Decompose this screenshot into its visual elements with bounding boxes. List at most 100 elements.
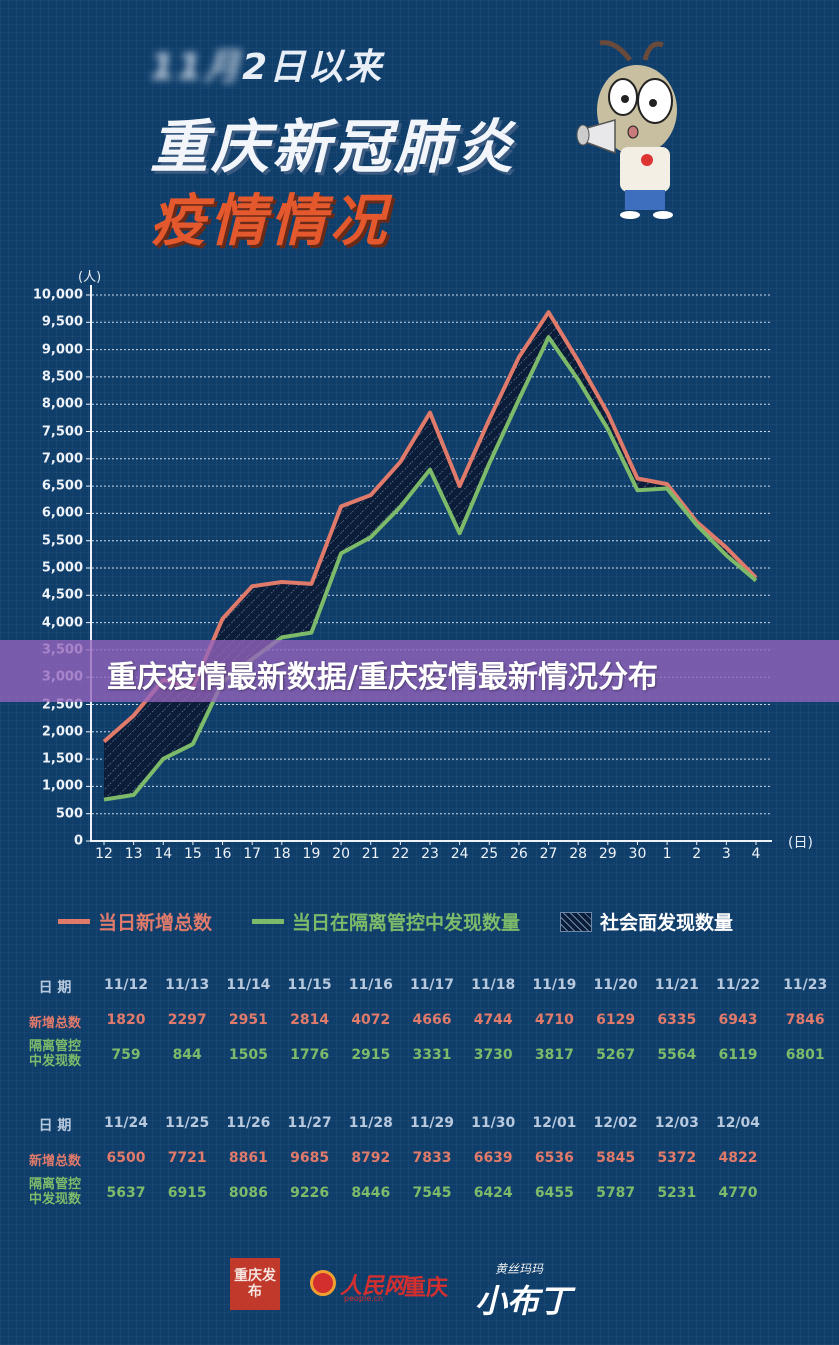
date-cell: 11/16 bbox=[348, 977, 393, 993]
people-daily-logo-icon bbox=[310, 1270, 336, 1296]
x-tick-label: 23 bbox=[421, 846, 439, 862]
x-tick-label: 17 bbox=[243, 846, 262, 862]
y-tick-label: 2,000 bbox=[41, 724, 83, 740]
row-label-date: 日 期 bbox=[38, 1118, 72, 1134]
x-tick-label: 29 bbox=[598, 846, 617, 862]
brand-name: 小布丁 bbox=[475, 1282, 572, 1320]
total-cell: 4072 bbox=[351, 1012, 391, 1028]
date-cell: 11/25 bbox=[165, 1115, 210, 1131]
legend-label-community: 社会面发现数量 bbox=[600, 912, 734, 934]
x-tick-label: 28 bbox=[569, 846, 588, 862]
total-cell: 6129 bbox=[596, 1012, 636, 1028]
people-daily-domain: people.cn bbox=[344, 1294, 384, 1303]
x-tick-label: 18 bbox=[272, 846, 291, 862]
mascot-megaphone-icon bbox=[576, 40, 677, 219]
x-tick-label: 13 bbox=[124, 846, 143, 862]
controlled-cell: 1505 bbox=[228, 1047, 268, 1063]
chart-plot-area bbox=[86, 285, 772, 845]
overlay-banner bbox=[0, 640, 839, 702]
total-cell: 2814 bbox=[290, 1012, 330, 1028]
row-label-date: 日 期 bbox=[38, 980, 72, 996]
controlled-cell: 759 bbox=[111, 1047, 141, 1063]
total-cell: 5372 bbox=[657, 1150, 697, 1166]
x-tick-label: 2 bbox=[692, 846, 702, 862]
total-cell: 4744 bbox=[473, 1012, 513, 1028]
x-tick-label: 15 bbox=[183, 846, 202, 862]
total-cell: 6500 bbox=[106, 1150, 146, 1166]
x-tick-label: 19 bbox=[302, 846, 321, 862]
x-tick-label: 27 bbox=[539, 846, 558, 862]
total-cell: 6943 bbox=[718, 1012, 758, 1028]
date-cell: 12/03 bbox=[654, 1115, 699, 1131]
controlled-cell: 2915 bbox=[351, 1047, 391, 1063]
date-cell: 11/15 bbox=[287, 977, 332, 993]
y-tick-label: 6,500 bbox=[41, 478, 83, 494]
controlled-cell: 7545 bbox=[412, 1185, 452, 1201]
x-tick-label: 26 bbox=[509, 846, 528, 862]
controlled-cell: 4770 bbox=[718, 1185, 758, 1201]
x-tick-label: 16 bbox=[213, 846, 232, 862]
footer-logos: 重庆发布 人民网 people.cn 重庆 黄丝玛玛 小布丁 bbox=[0, 1248, 839, 1320]
total-cell: 9685 bbox=[290, 1150, 330, 1166]
chart-legend: 当日新增总数 当日在隔离管控中发现数量 社会面发现数量 bbox=[58, 908, 773, 935]
total-cell: 6639 bbox=[473, 1150, 513, 1166]
x-tick-label: 21 bbox=[361, 846, 380, 862]
total-cell: 7846 bbox=[785, 1012, 825, 1028]
y-tick-label: 0 bbox=[73, 833, 83, 849]
row-label-total: 新增总数 bbox=[28, 1016, 81, 1031]
date-cell: 11/21 bbox=[654, 977, 699, 993]
total-cell: 4710 bbox=[534, 1012, 574, 1028]
date-cell: 11/29 bbox=[409, 1115, 455, 1131]
community-area bbox=[104, 312, 756, 800]
controlled-cell: 8446 bbox=[351, 1185, 391, 1201]
page-subtitle: 11月2日以来 bbox=[150, 38, 383, 90]
total-cell: 8792 bbox=[351, 1150, 391, 1166]
x-tick-label: 14 bbox=[154, 846, 173, 862]
legend-hatch-icon bbox=[560, 911, 593, 932]
date-cell: 11/26 bbox=[226, 1115, 271, 1131]
controlled-cell: 3817 bbox=[534, 1047, 574, 1063]
controlled-cell: 8086 bbox=[228, 1185, 268, 1201]
controlled-cell: 6801 bbox=[785, 1047, 825, 1063]
y-tick-label: 5,000 bbox=[41, 560, 83, 576]
y-tick-label: 4,000 bbox=[41, 615, 83, 631]
date-cell: 12/04 bbox=[715, 1115, 761, 1131]
total-cell: 1820 bbox=[106, 1012, 146, 1028]
x-tick-label: 22 bbox=[391, 846, 410, 862]
total-cell: 6536 bbox=[534, 1150, 574, 1166]
banner-title: 重庆疫情最新数据/重庆疫情最新情况分布 bbox=[107, 660, 658, 695]
date-cell: 11/20 bbox=[593, 977, 638, 993]
y-tick-label: 8,000 bbox=[41, 396, 83, 412]
legend-item-controlled: 当日在隔离管控中发现数量 bbox=[252, 908, 520, 935]
date-cell: 11/14 bbox=[226, 977, 271, 993]
x-tick-label: 12 bbox=[95, 846, 113, 862]
controlled-cell: 9226 bbox=[290, 1185, 330, 1201]
total-cell: 7721 bbox=[167, 1150, 207, 1166]
controlled-cell: 6455 bbox=[534, 1185, 574, 1201]
people-daily-logo-text: 人民网 bbox=[340, 1274, 407, 1299]
date-cell: 12/02 bbox=[593, 1115, 638, 1131]
controlled-cell: 3331 bbox=[412, 1047, 452, 1063]
x-tick-label: 20 bbox=[332, 846, 350, 862]
total-cell: 2297 bbox=[167, 1012, 207, 1028]
row-label-controlled: 隔离管控 bbox=[28, 1177, 81, 1192]
legend-line-total-icon bbox=[58, 919, 90, 924]
legend-line-controlled-icon bbox=[252, 919, 285, 924]
total-cell: 5845 bbox=[596, 1150, 636, 1166]
subtitle-text: 2日以来 bbox=[242, 47, 384, 88]
y-tick-label: 6,000 bbox=[41, 505, 83, 521]
chongqing-release-seal-logo: 重庆发布 bbox=[230, 1258, 280, 1310]
date-cell: 11/22 bbox=[715, 977, 761, 993]
controlled-cell: 1776 bbox=[290, 1047, 330, 1063]
row-label-controlled-2: 中发现数 bbox=[28, 1054, 81, 1069]
total-cell: 4822 bbox=[718, 1150, 758, 1166]
controlled-cell: 5787 bbox=[596, 1185, 636, 1201]
y-tick-label: 8,500 bbox=[41, 369, 83, 385]
controlled-cell: 6424 bbox=[473, 1185, 513, 1201]
x-tick-label: 24 bbox=[450, 846, 469, 862]
legend-label-controlled: 当日在隔离管控中发现数量 bbox=[292, 912, 521, 934]
line-chart: (人) (日) 05001,0001,5002,0002,5003,0003,5… bbox=[0, 260, 839, 880]
total-cell: 6335 bbox=[657, 1012, 697, 1028]
date-cell: 11/23 bbox=[783, 977, 828, 993]
x-tick-label: 4 bbox=[751, 846, 761, 862]
